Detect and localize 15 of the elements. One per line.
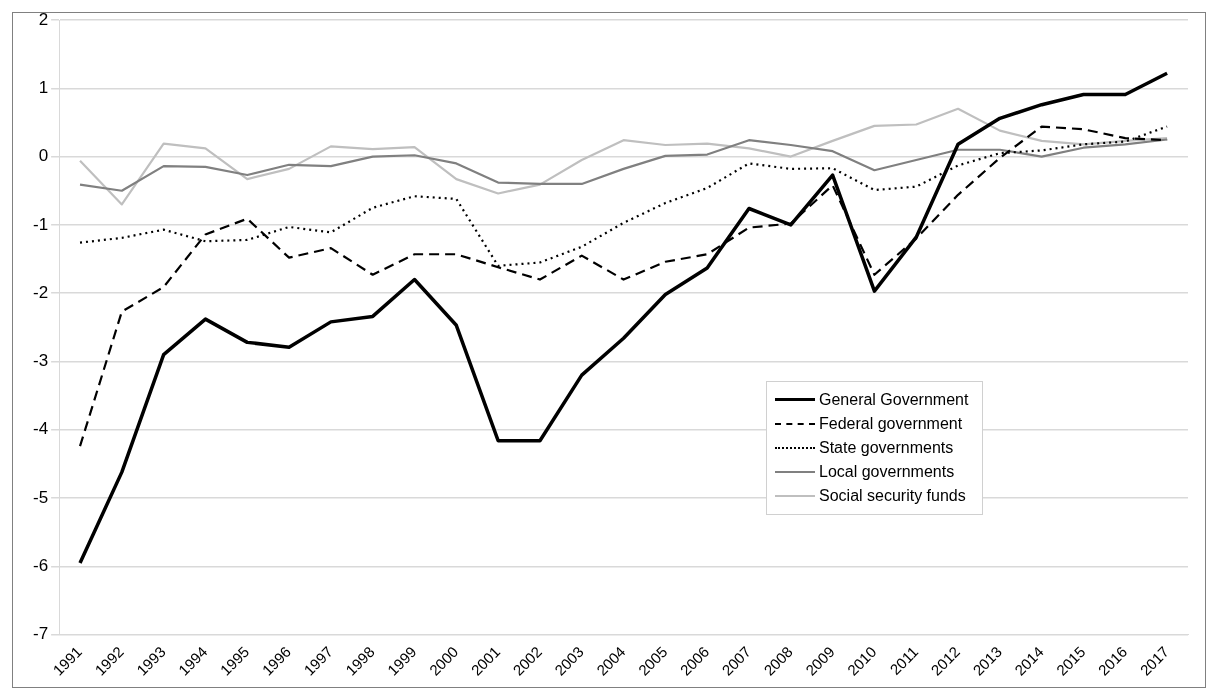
y-tick-label: -7	[32, 624, 49, 644]
legend-label: Social security funds	[819, 486, 966, 505]
legend-label: General Government	[819, 390, 969, 409]
y-tick-label: -2	[32, 282, 49, 302]
y-tick-label: -3	[32, 351, 49, 371]
legend-label: Federal government	[819, 414, 963, 433]
y-tick-label: 2	[38, 9, 49, 29]
y-tick-label: 1	[38, 77, 49, 97]
y-tick-label: -4	[32, 419, 49, 439]
y-tick-label: -5	[32, 487, 49, 507]
y-tick-label: -6	[32, 556, 49, 576]
legend-label: Local governments	[819, 462, 955, 481]
y-tick-label: -1	[32, 214, 49, 234]
y-tick-label: 0	[38, 146, 49, 166]
legend-label: State governments	[819, 438, 954, 457]
